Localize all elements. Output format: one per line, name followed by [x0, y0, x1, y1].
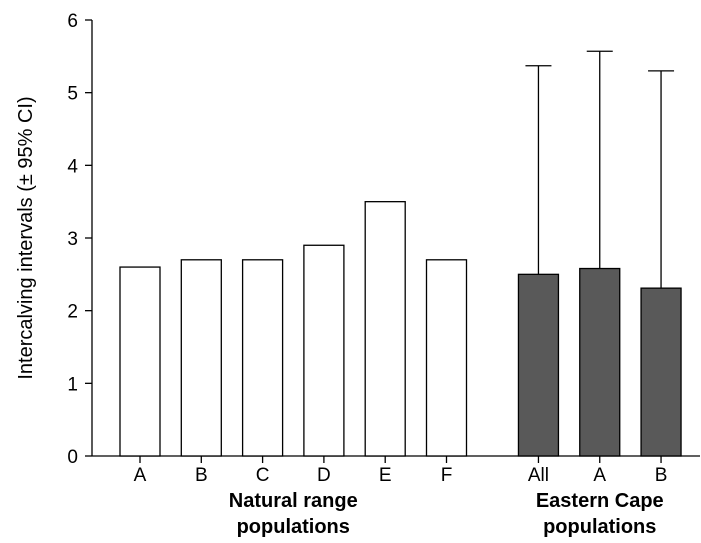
- y-tick-label: 3: [67, 229, 78, 250]
- x-tick-label: F: [441, 465, 453, 486]
- bar-eastern-cape-b: [640, 287, 682, 457]
- group-label-line1: Eastern Cape: [536, 490, 664, 512]
- x-tick-label: B: [655, 465, 668, 486]
- y-tick-label: 0: [67, 447, 78, 468]
- y-axis-label: Intercalving intervals (± 95% CI): [15, 96, 37, 379]
- x-tick-label: A: [134, 465, 147, 486]
- bar-natural-a: [119, 266, 161, 457]
- bar-natural-f: [425, 259, 468, 457]
- y-tick-label: 6: [67, 11, 78, 32]
- x-tick-label: B: [195, 465, 208, 486]
- bar-natural-e: [364, 201, 406, 457]
- y-tick-label: 4: [67, 156, 78, 177]
- bars: [119, 201, 682, 457]
- bar-eastern-cape-all: [517, 273, 560, 457]
- group-label-line2: populations: [543, 516, 656, 538]
- y-tick-label: 5: [67, 84, 78, 105]
- bar-natural-d: [303, 244, 345, 457]
- x-tick-label: E: [379, 465, 392, 486]
- y-tick-label: 2: [67, 302, 78, 323]
- y-tick-label: 1: [67, 374, 78, 395]
- x-tick-label: All: [528, 465, 549, 486]
- bar-eastern-cape-a: [579, 267, 621, 457]
- x-tick-label: C: [256, 465, 270, 486]
- group-label-line2: populations: [237, 516, 350, 538]
- bar-natural-b: [180, 259, 222, 457]
- group-labels: Natural range populations Eastern Cape popu…: [229, 490, 664, 538]
- group-label-line1: Natural range: [229, 490, 358, 512]
- x-tick-labels: A B C D E F All A B: [134, 465, 668, 486]
- bar-natural-c: [241, 259, 284, 457]
- x-tick-label: D: [317, 465, 331, 486]
- error-bars: [525, 50, 675, 289]
- x-tick-label: A: [593, 465, 606, 486]
